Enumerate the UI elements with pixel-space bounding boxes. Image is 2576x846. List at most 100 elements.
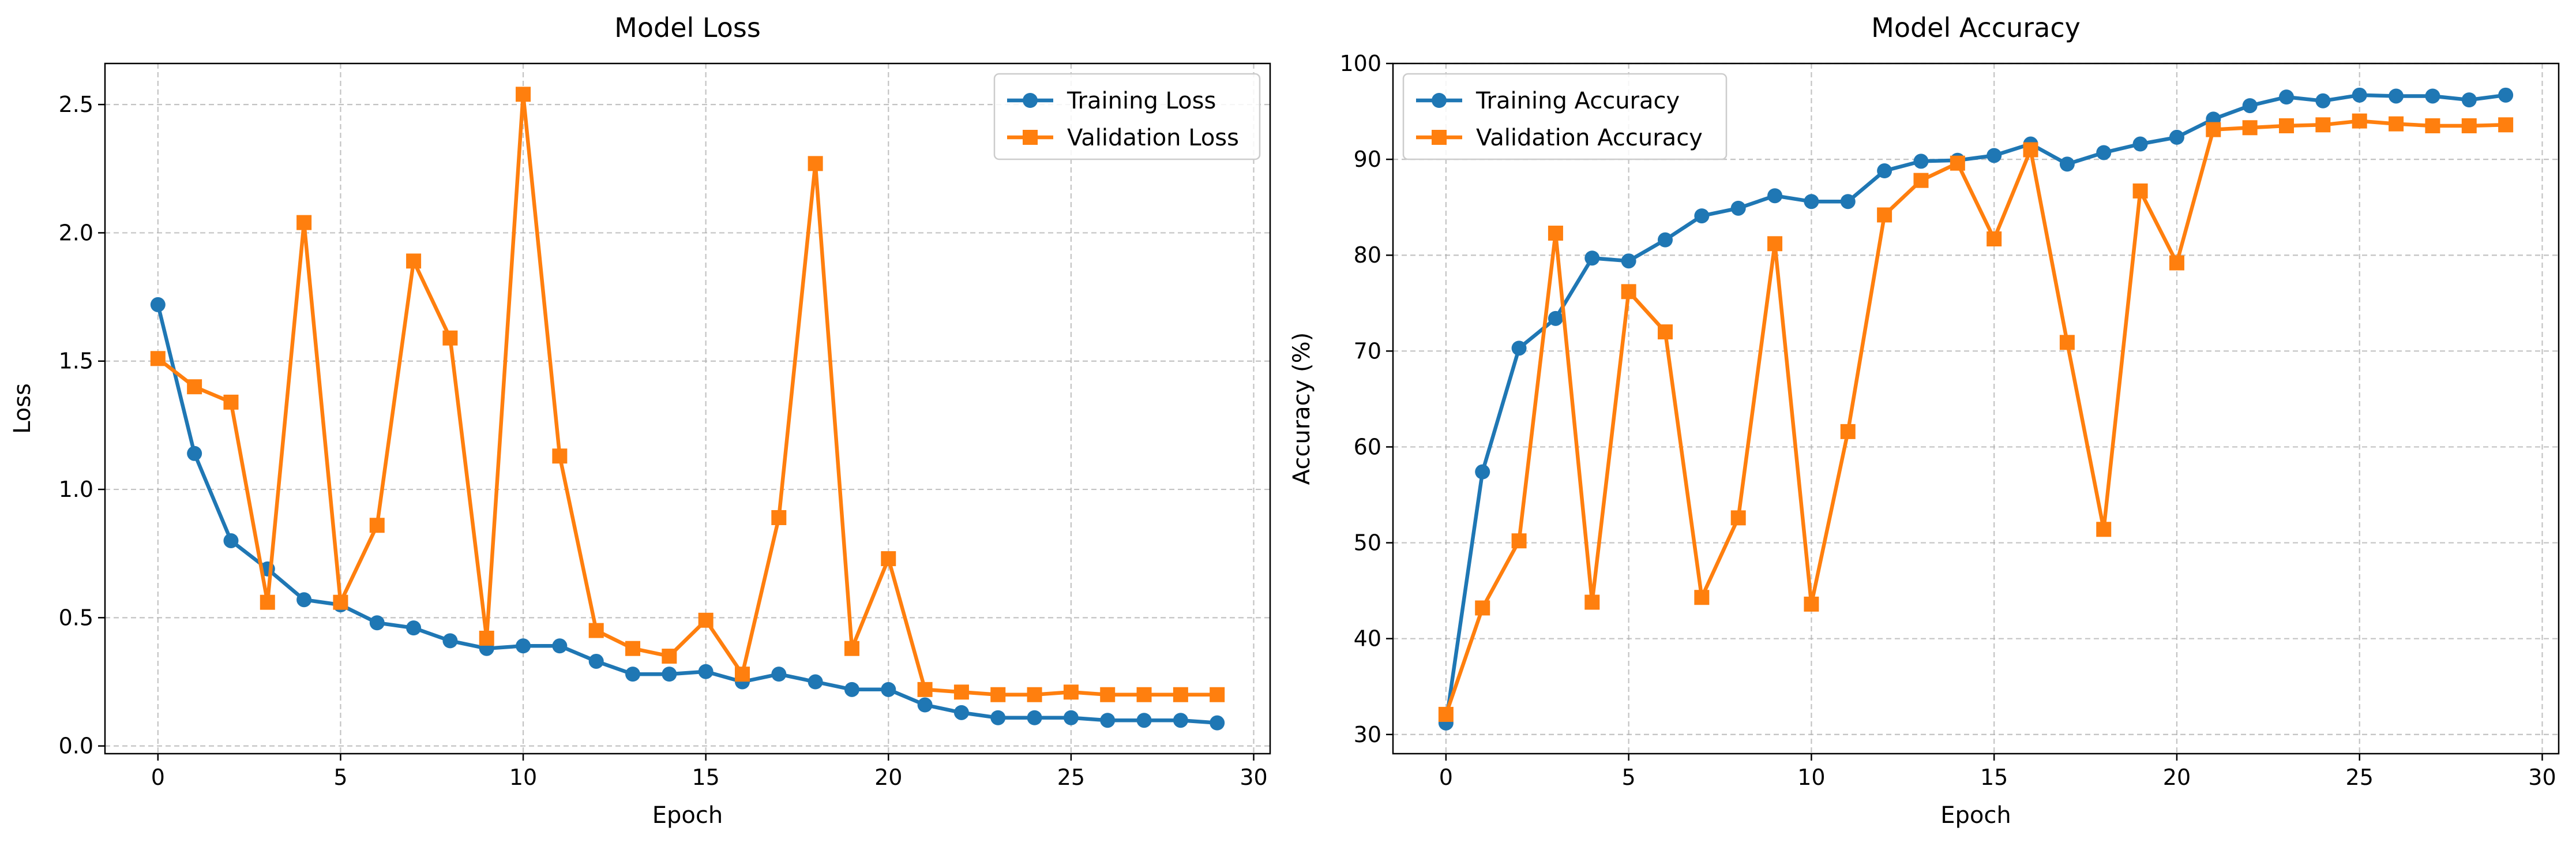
data-point bbox=[150, 297, 166, 312]
data-point bbox=[625, 667, 641, 682]
x-tick-label: 0 bbox=[151, 765, 165, 790]
data-point bbox=[1584, 594, 1600, 610]
data-point bbox=[1730, 200, 1746, 216]
series-line bbox=[156, 92, 1218, 697]
data-point bbox=[1548, 310, 1563, 326]
data-point bbox=[1804, 194, 1819, 209]
data-point bbox=[917, 682, 933, 697]
data-point bbox=[990, 687, 1006, 702]
data-point bbox=[406, 620, 422, 636]
x-tick-label: 5 bbox=[333, 765, 347, 790]
data-point bbox=[2279, 118, 2295, 133]
data-point bbox=[2059, 156, 2075, 172]
data-point bbox=[1136, 687, 1152, 702]
data-point bbox=[1694, 590, 1710, 605]
data-point bbox=[588, 653, 604, 669]
data-point bbox=[844, 641, 859, 656]
data-point bbox=[2425, 88, 2440, 104]
series-line bbox=[1444, 93, 2506, 724]
data-point bbox=[1173, 687, 1188, 702]
data-point bbox=[2279, 89, 2295, 105]
y-tick-label: 70 bbox=[1354, 338, 1381, 364]
legend-marker bbox=[1023, 130, 1038, 145]
y-tick-label: 80 bbox=[1354, 242, 1381, 268]
data-point bbox=[1913, 154, 1929, 169]
data-point bbox=[698, 664, 714, 679]
data-point bbox=[1877, 207, 1892, 223]
x-axis-label: Epoch bbox=[1940, 802, 2011, 829]
x-tick-label: 30 bbox=[2528, 765, 2556, 790]
data-point bbox=[296, 215, 312, 230]
x-tick-label: 15 bbox=[692, 765, 719, 790]
data-point bbox=[2498, 87, 2514, 103]
data-point bbox=[953, 705, 969, 720]
y-tick-label: 2.5 bbox=[59, 92, 93, 117]
legend-marker bbox=[1432, 130, 1447, 145]
x-tick-label: 30 bbox=[1240, 765, 1267, 790]
legend-label: Training Accuracy bbox=[1475, 88, 1680, 114]
data-point bbox=[2059, 335, 2075, 350]
x-tick-label: 0 bbox=[1439, 765, 1453, 790]
data-point bbox=[187, 379, 202, 395]
legend-label: Validation Accuracy bbox=[1476, 125, 1703, 151]
x-tick-label: 5 bbox=[1622, 765, 1636, 790]
data-point bbox=[808, 674, 823, 690]
data-point bbox=[516, 638, 531, 654]
data-point bbox=[2242, 98, 2258, 114]
legend-marker bbox=[1432, 93, 1447, 108]
data-point bbox=[734, 667, 750, 682]
data-point bbox=[1027, 687, 1042, 702]
data-point bbox=[2242, 120, 2258, 136]
data-point bbox=[2461, 92, 2477, 108]
data-point bbox=[2096, 522, 2112, 537]
data-point bbox=[2132, 183, 2148, 199]
data-point bbox=[1694, 208, 1710, 224]
data-point bbox=[2315, 93, 2331, 108]
data-point bbox=[1511, 533, 1527, 549]
data-point bbox=[2023, 142, 2038, 158]
data-point bbox=[442, 633, 458, 649]
data-point bbox=[1767, 188, 1783, 204]
data-point bbox=[1173, 713, 1188, 728]
data-point bbox=[2206, 122, 2221, 137]
y-axis-label: Loss bbox=[9, 383, 36, 434]
data-point bbox=[187, 446, 202, 461]
axes-frame bbox=[1392, 62, 2560, 755]
data-point bbox=[2389, 88, 2404, 104]
x-axis-label: Epoch bbox=[652, 802, 723, 829]
data-point bbox=[1548, 226, 1563, 241]
data-point bbox=[2425, 118, 2440, 133]
data-point bbox=[1027, 710, 1042, 725]
data-point bbox=[333, 594, 348, 610]
data-point bbox=[1987, 148, 2002, 163]
data-point bbox=[1511, 340, 1527, 356]
data-point bbox=[2132, 136, 2148, 152]
data-point bbox=[1621, 253, 1636, 269]
y-tick-label: 100 bbox=[1339, 51, 1381, 76]
data-point bbox=[479, 630, 494, 646]
legend-label: Validation Loss bbox=[1067, 125, 1239, 151]
y-tick-label: 90 bbox=[1354, 147, 1381, 172]
data-point bbox=[223, 394, 239, 410]
data-point bbox=[223, 533, 239, 548]
data-point bbox=[2389, 116, 2404, 132]
data-point bbox=[1657, 232, 1673, 248]
data-point bbox=[1063, 684, 1079, 700]
data-point bbox=[588, 623, 604, 638]
data-point bbox=[771, 667, 787, 682]
data-point bbox=[953, 684, 969, 700]
y-tick-label: 50 bbox=[1354, 530, 1381, 556]
data-point bbox=[990, 710, 1006, 725]
data-point bbox=[1210, 715, 1225, 731]
data-point bbox=[662, 649, 677, 664]
data-point bbox=[1475, 600, 1490, 616]
data-point bbox=[1621, 284, 1636, 300]
y-tick-label: 60 bbox=[1354, 434, 1381, 459]
data-point bbox=[625, 641, 641, 656]
y-tick-label: 2.0 bbox=[59, 220, 93, 245]
data-point bbox=[917, 697, 933, 713]
data-point bbox=[2315, 117, 2331, 133]
axes-frame bbox=[104, 62, 1271, 755]
data-point bbox=[442, 330, 458, 346]
x-tick-label: 10 bbox=[1797, 765, 1825, 790]
